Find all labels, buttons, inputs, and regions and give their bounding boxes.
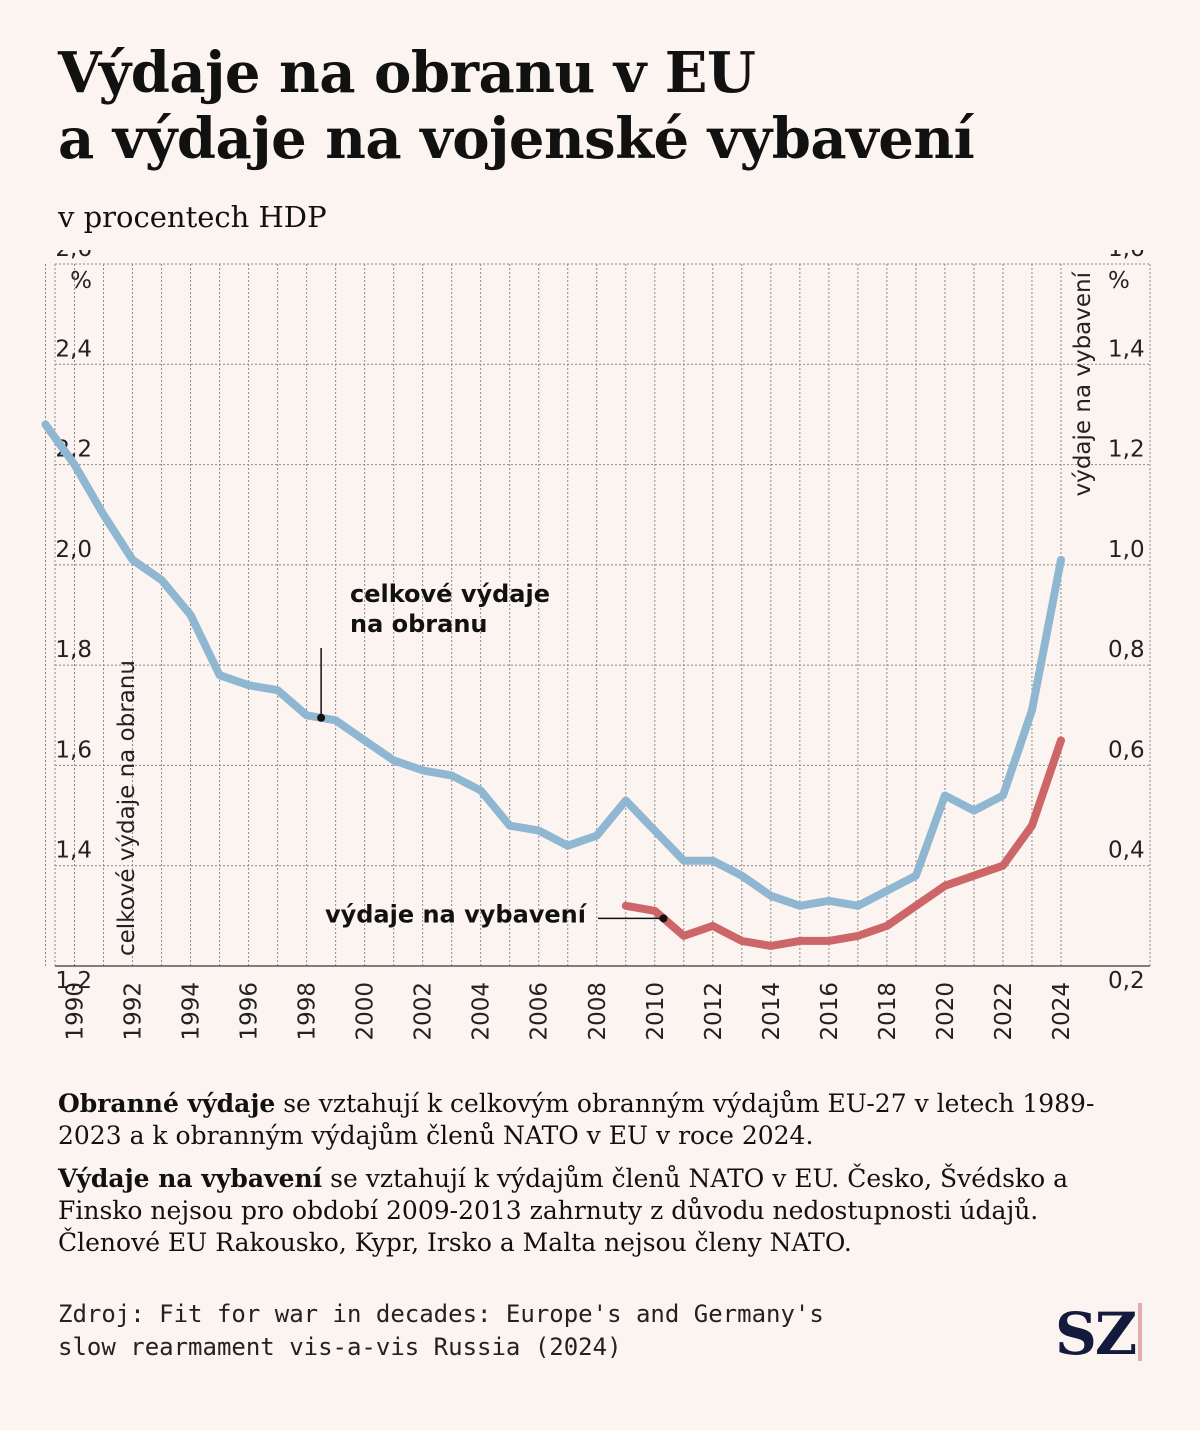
left-axis-unit: %	[70, 268, 92, 294]
axes: 1,21,41,61,82,02,22,42,6%0,20,40,60,81,0…	[55, 250, 1144, 1041]
defense-spending-line	[41, 420, 1065, 910]
right-tick-label: 0,4	[1108, 838, 1145, 864]
chart-title: Výdaje na obranu v EU a výdaje na vojens…	[58, 40, 1158, 172]
right-tick-label: 0,2	[1108, 968, 1145, 994]
left-tick-label: 1,2	[55, 968, 92, 994]
sz-logo: SZ	[1055, 1300, 1137, 1368]
left-axis-title: celkové výdaje na obranu	[114, 660, 140, 956]
note-equipment-bold: Výdaje na vybavení	[58, 1164, 323, 1193]
right-tick-label: 0,6	[1108, 737, 1145, 763]
grid	[44, 263, 1151, 967]
equipment-spending-line	[621, 736, 1065, 950]
source-line-1: Zdroj: Fit for war in decades: Europe's …	[58, 1300, 824, 1328]
x-tick-label: 2022	[991, 982, 1017, 1041]
title-line-2: a výdaje na vojenské vybavení	[58, 106, 975, 172]
x-tick-label: 2004	[469, 982, 495, 1041]
x-tick-label: 2014	[759, 982, 785, 1041]
left-tick-label: 2,4	[55, 336, 92, 362]
source-line-2: slow rearmament vis-a-vis Russia (2024)	[58, 1333, 622, 1361]
left-tick-label: 1,4	[55, 838, 92, 864]
x-tick-label: 2010	[643, 982, 669, 1041]
note-defense-bold: Obranné výdaje	[58, 1089, 276, 1118]
left-tick-label: 2,0	[55, 537, 92, 563]
left-tick-label: 1,8	[55, 637, 92, 663]
equipment-annotation-dot	[659, 914, 668, 923]
right-tick-label: 1,0	[1108, 537, 1145, 563]
right-tick-label: 1,4	[1108, 336, 1145, 362]
x-tick-label: 2020	[933, 982, 959, 1041]
x-tick-label: 2000	[353, 982, 379, 1041]
x-tick-label: 2002	[411, 982, 437, 1041]
x-tick-label: 1992	[121, 982, 147, 1041]
x-tick-label: 2016	[817, 982, 843, 1041]
note-equipment-text: se vztahují k výdajům členů NATO v EU. Č…	[58, 1164, 1068, 1257]
x-tick-label: 1996	[237, 982, 263, 1041]
logo-divider	[1138, 1303, 1142, 1361]
right-axis-title: výdaje na vybavení	[1070, 271, 1096, 496]
line-chart: 1,21,41,61,82,02,22,42,6%0,20,40,60,81,0…	[41, 250, 1151, 1041]
right-axis-unit: %	[1108, 268, 1130, 294]
note-defense-text: se vztahují k celkovým obranným výdajům …	[58, 1089, 1095, 1150]
right-tick-label: 0,8	[1108, 637, 1145, 663]
x-tick-label: 2012	[701, 982, 727, 1041]
right-tick-label: 1,2	[1108, 437, 1145, 463]
series-lines	[41, 420, 1065, 950]
right-tick-label: 1,6	[1108, 250, 1145, 262]
note-defense: Obranné výdaje se vztahují k celkovým ob…	[58, 1088, 1138, 1152]
chart-subtitle: v procentech HDP	[58, 200, 327, 234]
x-tick-label: 1990	[63, 982, 89, 1041]
x-tick-label: 2008	[585, 982, 611, 1041]
left-tick-label: 1,6	[55, 737, 92, 763]
defense-annotation-dot	[317, 713, 326, 722]
x-tick-label: 2024	[1049, 982, 1075, 1041]
defense-annotation-label-1: celkové výdaje	[350, 580, 550, 608]
title-line-1: Výdaje na obranu v EU	[58, 40, 756, 106]
x-tick-label: 1998	[295, 982, 321, 1041]
defense-annotation-label-2: na obranu	[350, 610, 488, 638]
x-tick-label: 2018	[875, 982, 901, 1041]
x-tick-label: 1994	[179, 982, 205, 1041]
left-tick-label: 2,6	[55, 250, 92, 262]
source: Zdroj: Fit for war in decades: Europe's …	[58, 1298, 858, 1364]
x-tick-label: 2006	[527, 982, 553, 1041]
equipment-annotation-label: výdaje na vybavení	[325, 900, 588, 928]
note-equipment: Výdaje na vybavení se vztahují k výdajům…	[58, 1163, 1138, 1259]
